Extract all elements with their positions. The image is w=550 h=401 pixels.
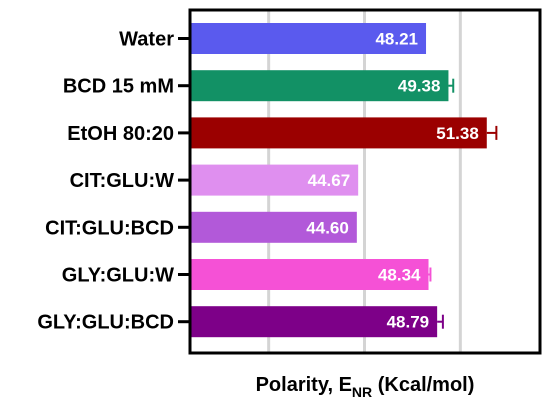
bar-3 [190, 164, 359, 196]
x-axis-title-unit: (Kcal/mol) [372, 374, 474, 396]
category-labels: Water BCD 15 mM EtOH 80:20 CIT:GLU:W CIT:GLU… [37, 29, 174, 334]
value-label-2: 51.38 [436, 124, 479, 143]
value-label-0: 48.21 [375, 30, 418, 49]
bar-0 [190, 23, 427, 54]
bar-4 [190, 211, 357, 243]
bar-1 [190, 70, 449, 102]
category-ticks [178, 37, 190, 324]
value-label-4: 44.60 [306, 218, 349, 237]
bar-6 [190, 306, 438, 338]
value-label-1: 49.38 [398, 77, 441, 96]
value-labels: 48.21 49.38 51.38 44.67 44.60 48.34 48.79 [306, 30, 478, 332]
category-label-2: EtOH 80:20 [67, 123, 174, 145]
bar-2 [190, 117, 487, 149]
value-label-5: 48.34 [378, 266, 421, 285]
value-label-3: 44.67 [308, 171, 351, 190]
plot-frame [188, 8, 542, 355]
category-label-5: GLY:GLU:W [62, 265, 174, 287]
category-label-4: CIT:GLU:BCD [45, 217, 174, 239]
category-label-0: Water [119, 29, 174, 51]
x-axis-title: Polarity, ENR (Kcal/mol) [256, 374, 475, 400]
bars [190, 23, 498, 338]
category-label-6: GLY:GLU:BCD [37, 312, 174, 334]
value-label-6: 48.79 [387, 313, 430, 332]
x-axis-title-main: Polarity, E [256, 374, 352, 396]
category-label-3: CIT:GLU:W [70, 170, 175, 192]
category-label-1: BCD 15 mM [63, 76, 174, 98]
bar-5 [190, 259, 429, 290]
x-axis-title-subscript: NR [352, 384, 372, 400]
